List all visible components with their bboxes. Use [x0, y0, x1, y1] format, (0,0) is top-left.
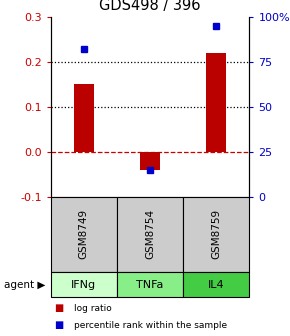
Text: IL4: IL4	[208, 280, 224, 290]
Text: ■: ■	[54, 303, 63, 313]
Text: ■: ■	[54, 320, 63, 330]
Text: IFNg: IFNg	[71, 280, 96, 290]
Text: TNFa: TNFa	[136, 280, 164, 290]
Bar	[74, 84, 94, 152]
Text: agent ▶: agent ▶	[3, 280, 45, 290]
Title: GDS498 / 396: GDS498 / 396	[99, 0, 201, 13]
Text: GSM8754: GSM8754	[145, 209, 155, 259]
Text: GSM8749: GSM8749	[79, 209, 89, 259]
Text: log ratio: log ratio	[74, 304, 112, 313]
Bar	[206, 53, 226, 152]
Text: GSM8759: GSM8759	[211, 209, 221, 259]
Bar	[140, 152, 160, 170]
Text: percentile rank within the sample: percentile rank within the sample	[74, 321, 227, 330]
